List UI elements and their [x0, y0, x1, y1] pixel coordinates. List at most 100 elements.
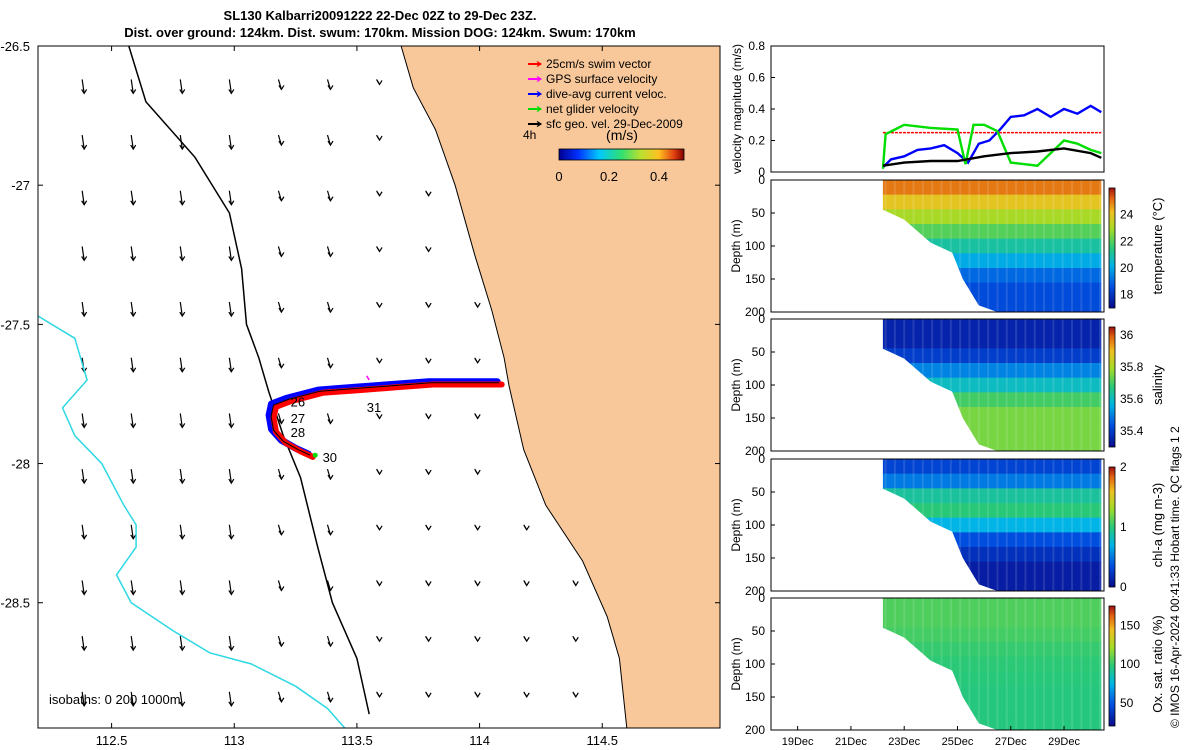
- vector-arrow: [130, 357, 134, 372]
- time-x-axis: 19Dec 21Dec 23Dec 25Dec 27Dec 29Dec: [782, 726, 1080, 748]
- colorbar-tick-label: 2: [1120, 460, 1127, 474]
- vector-arrow-head: [81, 590, 88, 596]
- vector-arrow: [81, 190, 85, 205]
- map-colorbar: (m/s) 0 0.2 0.4: [555, 127, 685, 184]
- legend-swatch-head: [536, 90, 543, 98]
- y-tick-label: 100: [745, 239, 765, 253]
- legend-label: GPS surface velocity: [546, 72, 657, 86]
- legend-swatch-head: [536, 120, 543, 128]
- time-tick-label: 19Dec: [782, 736, 814, 748]
- legend-label: net glider velocity: [546, 102, 639, 116]
- vector-arrow-head: [425, 358, 432, 364]
- y-tick-label: 200: [745, 444, 765, 458]
- figure-title-line-2: Dist. over ground: 124km. Dist. swum: 17…: [124, 25, 636, 40]
- vector-arrow-head: [523, 636, 530, 643]
- swim-vector-track: [270, 381, 505, 460]
- vector-arrow-head: [179, 367, 186, 373]
- vector-arrow: [179, 636, 183, 651]
- colorbar-ticks: 0 0.2 0.4: [555, 169, 668, 184]
- vector-arrow-head: [179, 144, 186, 151]
- vector-arrow-head: [572, 692, 579, 698]
- vector-arrow-head: [425, 414, 432, 420]
- vector-arrow-head: [179, 478, 186, 485]
- day-label: 31: [367, 400, 381, 415]
- y-tick-label: 100: [745, 657, 765, 671]
- vector-arrow-head: [327, 641, 334, 648]
- glider-track: [265, 375, 505, 460]
- x-tick-label: 112.5: [96, 733, 128, 748]
- vector-arrow: [81, 691, 85, 706]
- depth-band: [882, 180, 1102, 196]
- depth-band: [882, 319, 1102, 335]
- colorbar-tick-label: 35.6: [1120, 392, 1144, 406]
- legend-swatch-head: [536, 75, 543, 83]
- y-tick-label: -26.5: [0, 39, 30, 54]
- y-tick-label: 200: [745, 584, 765, 598]
- depth-band: [882, 459, 1102, 475]
- depth-band: [882, 598, 1102, 614]
- vector-arrow-head: [474, 469, 481, 476]
- map-x-axis: 112.5 113 113.5 114 114.5: [96, 46, 618, 748]
- section-ylabel: Depth (m): [729, 358, 743, 411]
- vector-arrow-head: [327, 196, 334, 202]
- vector-arrow-head: [228, 645, 235, 652]
- isobaths-label: isobaths: 0 200 1000m: [49, 692, 181, 707]
- y-tick-label: 100: [745, 518, 765, 532]
- vector-arrow-head: [425, 302, 432, 309]
- vector-arrow-head: [130, 478, 137, 485]
- vector-arrow-head: [523, 525, 530, 531]
- vector-arrow: [228, 636, 232, 651]
- time-tick-label: 29Dec: [1048, 736, 1080, 748]
- depth-band: [882, 333, 1102, 350]
- day-label: 30: [323, 450, 337, 465]
- isobath-1000m-line: [38, 315, 346, 728]
- colorbar-tick-label: 18: [1120, 288, 1134, 302]
- vector-arrow-head: [327, 530, 334, 536]
- vector-arrow-head: [179, 423, 186, 429]
- vector-arrow-head: [327, 307, 334, 314]
- vector-arrow-head: [81, 478, 88, 485]
- vector-arrow-head: [278, 474, 285, 481]
- colorbar-tick-label: 150: [1120, 618, 1140, 632]
- time-tick-label: 27Dec: [995, 736, 1027, 748]
- vector-arrow-head: [81, 645, 88, 652]
- vector-arrow-head: [376, 581, 383, 587]
- scale-vector-label: 4h: [523, 128, 536, 142]
- velocity-line-net: [881, 123, 1102, 169]
- time-tick-label: 23Dec: [888, 736, 920, 748]
- vector-arrow-head: [327, 140, 334, 147]
- vector-arrow-head: [376, 80, 383, 86]
- section-panel-temperature: 0 50 100 150 200 Depth (m) 18 20 22 24 temperature…: [729, 173, 1165, 319]
- vector-arrow-head: [327, 697, 334, 703]
- vector-arrow: [179, 413, 183, 428]
- depth-band: [882, 209, 1102, 225]
- vector-arrow-head: [523, 692, 530, 698]
- vector-arrow-head: [228, 534, 235, 540]
- colorbar-tick-label: 0: [1120, 580, 1127, 594]
- y-tick-label: -27.5: [0, 317, 30, 332]
- vector-arrow: [81, 302, 85, 317]
- vector-arrow-head: [474, 358, 481, 364]
- y-tick-label: 50: [752, 624, 766, 638]
- vector-arrow-head: [474, 414, 481, 420]
- y-tick-label: 100: [745, 378, 765, 392]
- vector-arrow-head: [376, 191, 383, 197]
- vector-arrow-head: [278, 196, 285, 202]
- vector-arrow-head: [327, 474, 334, 481]
- velocity-ylabel: velocity magnitude (m/s): [730, 44, 744, 174]
- vector-arrow-head: [278, 530, 285, 536]
- y-tick-label: 0: [758, 312, 765, 326]
- vector-arrow-head: [179, 89, 186, 95]
- vector-arrow-head: [376, 135, 383, 142]
- depth-band: [882, 194, 1102, 211]
- vector-arrow-head: [228, 256, 235, 262]
- vector-arrow: [81, 469, 85, 484]
- current-vector-field: [81, 79, 579, 707]
- vector-arrow: [228, 246, 232, 261]
- y-tick-label: 50: [752, 485, 766, 499]
- vector-arrow-head: [425, 692, 432, 698]
- colorbar-label: Ox. sat. ratio (%): [1150, 615, 1165, 713]
- colorbar-tick-label: 0.2: [600, 169, 618, 184]
